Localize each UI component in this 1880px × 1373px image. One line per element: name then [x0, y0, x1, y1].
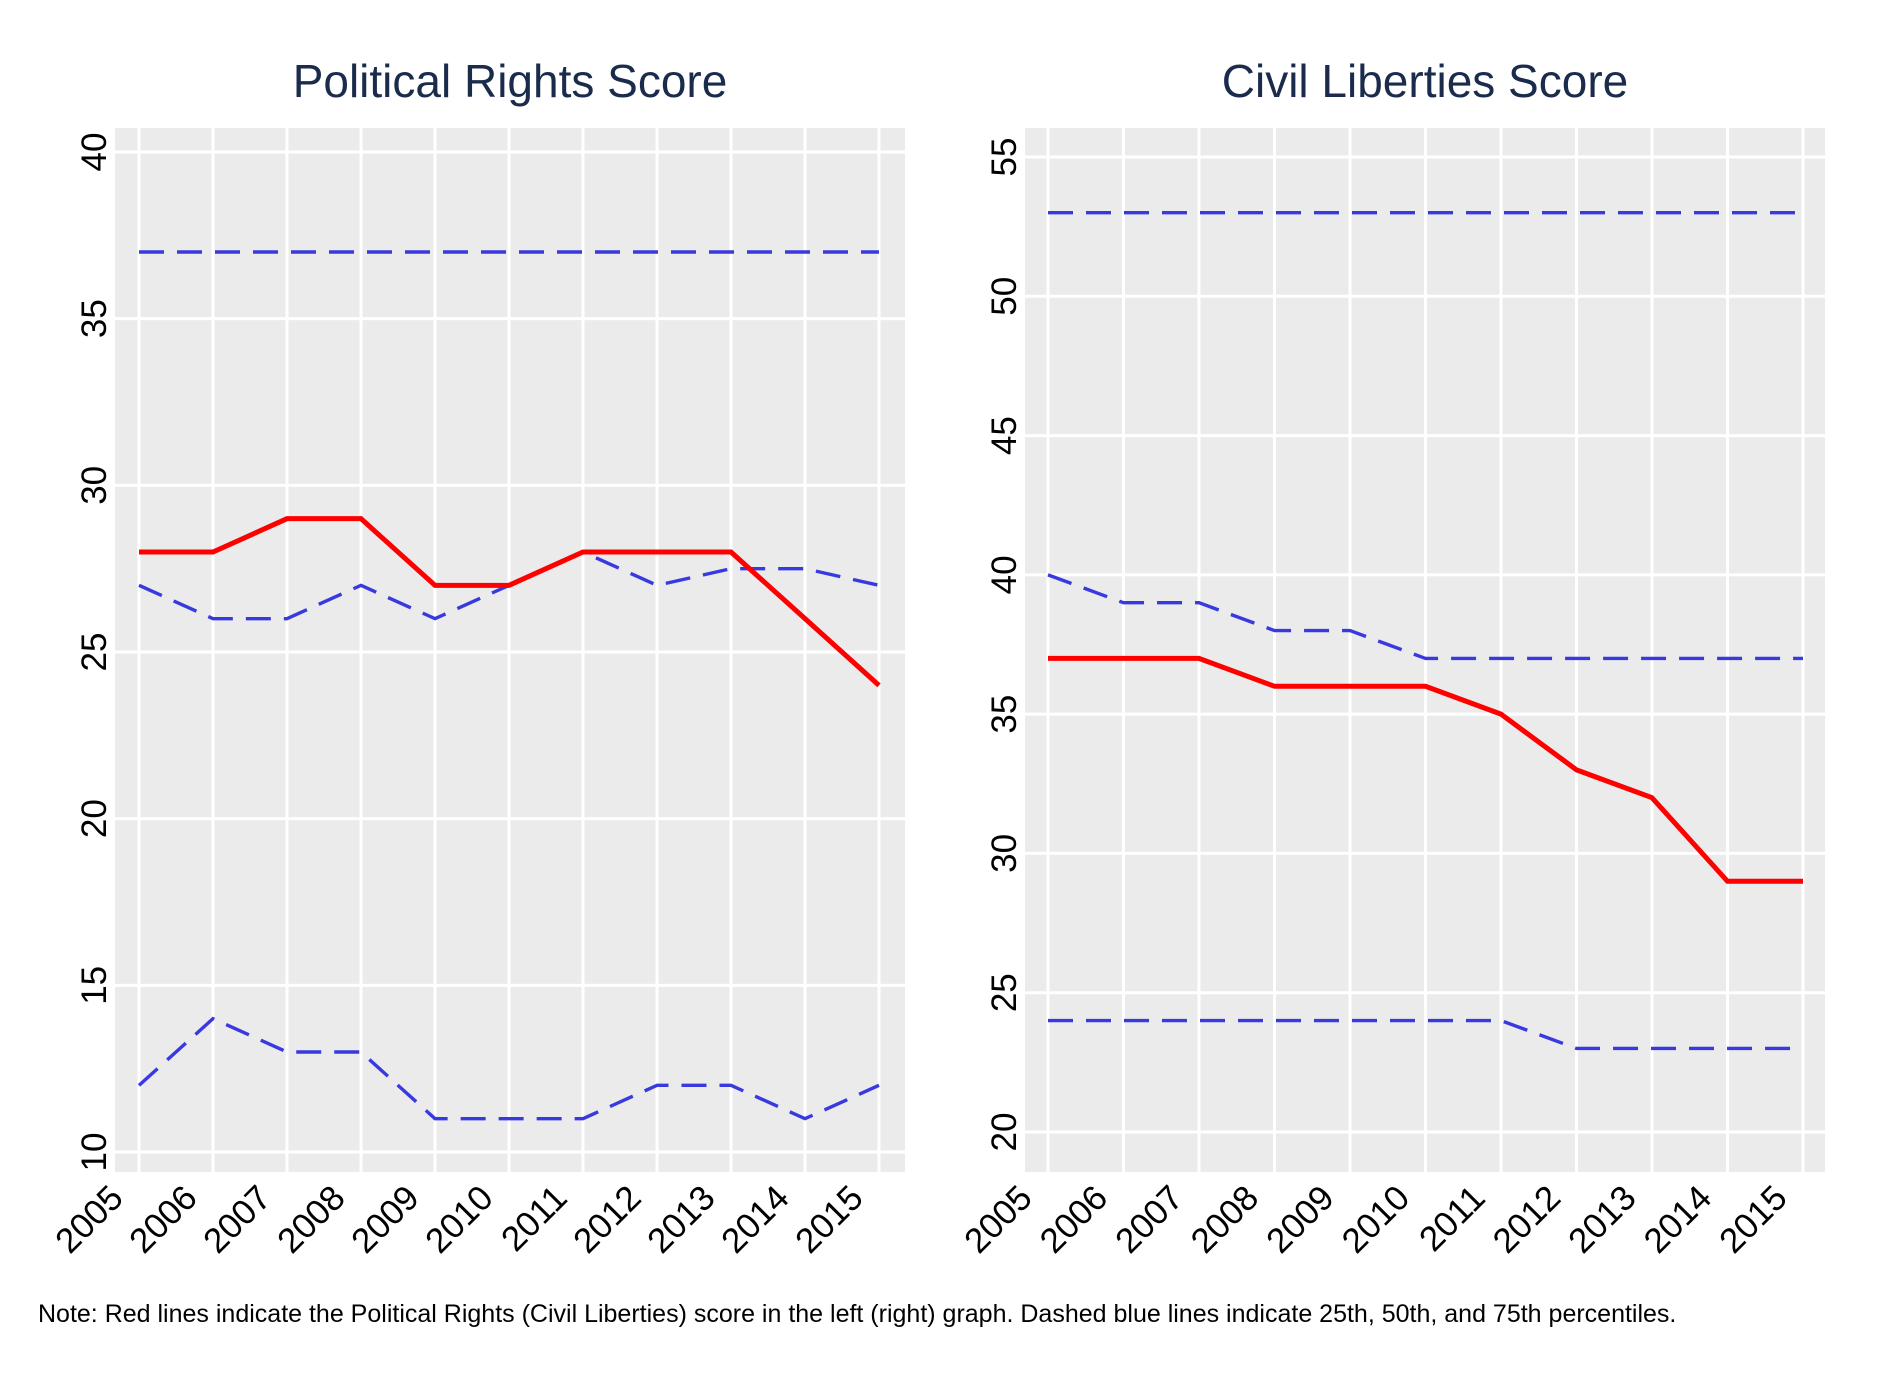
y-tick-label: 35	[75, 299, 114, 338]
y-tick-label: 20	[75, 799, 114, 838]
y-tick-label: 10	[75, 1133, 114, 1172]
y-tick-label: 45	[985, 416, 1024, 455]
series-25th-percentile	[1048, 1018, 1803, 1051]
x-tick-label: 2014	[1637, 1178, 1720, 1261]
y-tick-label: 25	[75, 633, 114, 672]
y-tick-label: 20	[985, 1113, 1024, 1152]
series-civil-liberties-score	[1048, 655, 1803, 884]
x-tick-label: 2008	[270, 1178, 353, 1261]
civil-liberties-chart: 20 25 30 35 40 45 50 55 200520062007200820092010…	[957, 128, 1825, 1261]
x-tick-label: 2014	[714, 1178, 797, 1261]
x-tick-label: 2011	[1412, 1178, 1493, 1259]
x-tick-label: 2013	[640, 1178, 723, 1261]
y-tick-label: 35	[985, 695, 1024, 734]
y-tick-label: 25	[985, 973, 1024, 1012]
x-tick-label: 2010	[1335, 1178, 1418, 1261]
series-25th-percentile	[137, 1016, 880, 1121]
x-tick-label: 2010	[418, 1178, 501, 1261]
y-tick-label: 15	[75, 966, 114, 1005]
right-chart-title: Civil Liberties Score	[1222, 55, 1628, 107]
x-tick-label: 2008	[1184, 1178, 1267, 1261]
x-tick-label: 2007	[196, 1178, 279, 1261]
y-tick-label: 55	[985, 138, 1024, 177]
y-tick-label: 40	[75, 133, 114, 172]
y-tick-label: 50	[985, 277, 1024, 316]
series-political-rights-score	[139, 516, 881, 688]
x-tick-label: 2009	[344, 1178, 427, 1261]
y-tick-label: 30	[985, 834, 1024, 873]
figure-note: Note: Red lines indicate the Political R…	[38, 1300, 1676, 1328]
x-tick-label: 2015	[1712, 1178, 1795, 1261]
x-tick-label: 2015	[788, 1178, 871, 1261]
x-tick-label: 2006	[122, 1178, 205, 1261]
y-tick-label: 40	[985, 555, 1024, 594]
x-tick-label: 2005	[48, 1178, 131, 1261]
left-chart-title: Political Rights Score	[293, 55, 728, 107]
series-50th-percentile	[1047, 573, 1803, 661]
x-tick-label: 2012	[566, 1178, 649, 1261]
x-tick-label: 2006	[1033, 1178, 1116, 1261]
x-tick-label: 2005	[957, 1178, 1040, 1261]
x-tick-label: 2011	[494, 1178, 575, 1259]
x-tick-label: 2009	[1259, 1178, 1342, 1261]
x-tick-label: 2013	[1561, 1178, 1644, 1261]
political-rights-chart: 1015202530354020052006200720082009201020…	[48, 128, 905, 1261]
x-tick-label: 2007	[1108, 1178, 1191, 1261]
x-tick-label: 2012	[1486, 1178, 1569, 1261]
y-tick-label: 30	[75, 466, 114, 505]
